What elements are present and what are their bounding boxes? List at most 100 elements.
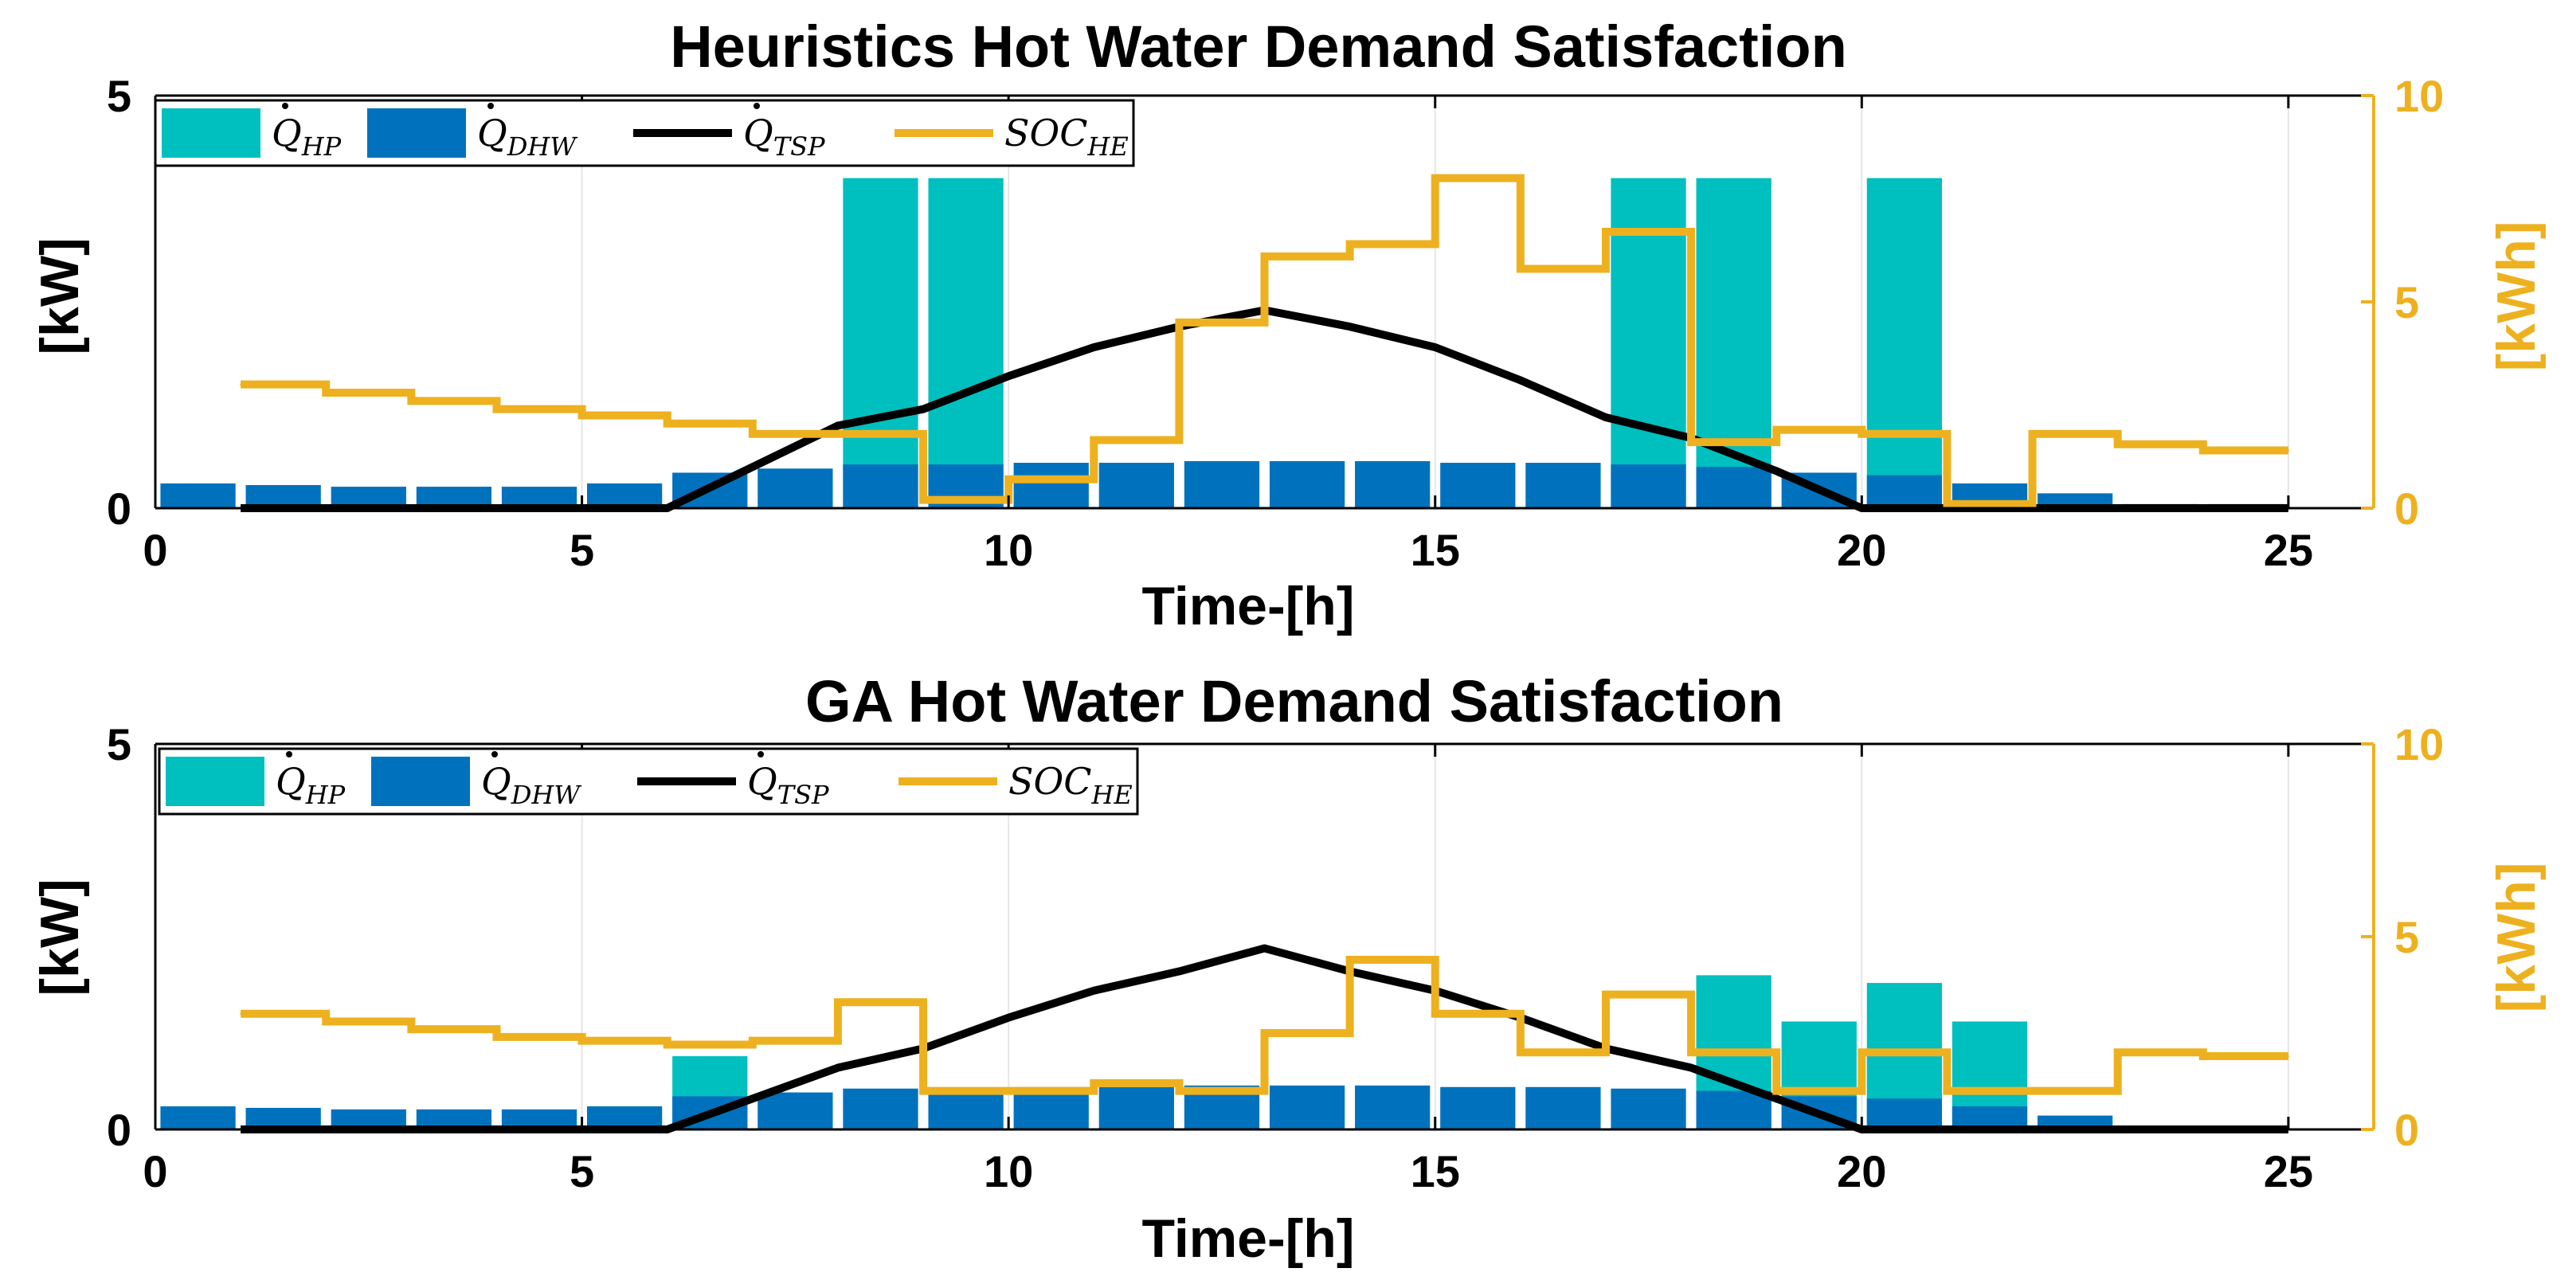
point-q-tsp bbox=[751, 466, 754, 468]
bar-q-dhw bbox=[1013, 463, 1089, 508]
y-tick-label: 0 bbox=[107, 1105, 131, 1155]
bar-q-dhw bbox=[843, 464, 918, 508]
point-soc-he bbox=[1604, 230, 1607, 233]
point-soc-he bbox=[495, 408, 498, 410]
bar-q-dhw bbox=[1355, 1085, 1431, 1129]
bar-q-dhw bbox=[1866, 1098, 1942, 1129]
point-soc-he bbox=[240, 1012, 242, 1015]
y-right-tick-label: 5 bbox=[2394, 912, 2419, 962]
x-tick-label: 15 bbox=[1411, 1146, 1460, 1196]
bar-q-hp bbox=[843, 178, 918, 508]
x-axis-label: Time-[h] bbox=[1142, 576, 1355, 636]
x-tick-label: 5 bbox=[570, 1146, 594, 1196]
y-right-tick-label: 0 bbox=[2394, 483, 2419, 534]
point-soc-he bbox=[1434, 177, 1436, 179]
point-soc-he bbox=[1263, 1032, 1266, 1034]
x-tick-label: 20 bbox=[1837, 525, 1886, 575]
point-q-tsp bbox=[1008, 375, 1010, 378]
point-soc-he bbox=[922, 499, 925, 501]
legend-dot-accent bbox=[758, 751, 764, 757]
bar-q-dhw bbox=[843, 1088, 918, 1129]
y-tick-label: 5 bbox=[107, 71, 131, 121]
legend-dot-accent bbox=[491, 751, 498, 757]
bar-q-dhw bbox=[928, 1088, 1004, 1129]
point-q-tsp bbox=[1349, 326, 1351, 328]
x-tick-label: 10 bbox=[984, 525, 1033, 575]
legend-dot-accent bbox=[487, 103, 494, 109]
point-soc-he bbox=[1093, 439, 1095, 441]
bar-q-dhw bbox=[1184, 460, 1260, 508]
point-soc-he bbox=[2031, 1090, 2034, 1092]
point-soc-he bbox=[922, 1090, 925, 1092]
point-soc-he bbox=[666, 1043, 668, 1046]
point-soc-he bbox=[1178, 1090, 1180, 1092]
bar-q-dhw bbox=[1098, 1086, 1174, 1129]
point-soc-he bbox=[410, 400, 413, 402]
bar-q-dhw bbox=[758, 468, 833, 508]
point-soc-he bbox=[1861, 1051, 1863, 1054]
legend-dot-accent bbox=[754, 103, 760, 109]
bar-q-dhw bbox=[1611, 464, 1686, 508]
y-tick-label: 5 bbox=[107, 719, 131, 769]
y-right-tick-label: 0 bbox=[2394, 1105, 2419, 1155]
point-soc-he bbox=[1946, 503, 1948, 505]
point-soc-he bbox=[1263, 256, 1266, 258]
point-soc-he bbox=[1434, 1012, 1436, 1015]
point-soc-he bbox=[1519, 1051, 1521, 1054]
point-q-tsp bbox=[1093, 346, 1095, 348]
line-soc-he bbox=[241, 174, 2288, 508]
bar-q-hp bbox=[1611, 178, 1686, 508]
point-q-tsp bbox=[1604, 417, 1607, 419]
legend-label-tsp: QTSP bbox=[743, 112, 825, 162]
point-soc-he bbox=[751, 433, 754, 435]
point-q-tsp bbox=[1690, 1067, 1693, 1069]
legend-dot-accent bbox=[286, 751, 292, 757]
point-soc-he bbox=[1861, 433, 1863, 435]
point-soc-he bbox=[2202, 449, 2204, 452]
x-tick-label: 20 bbox=[1837, 1146, 1886, 1196]
bar-q-dhw bbox=[1866, 475, 1942, 508]
bar-q-dhw bbox=[1440, 1086, 1516, 1129]
point-soc-he bbox=[325, 391, 327, 393]
y-tick-label: 0 bbox=[107, 483, 131, 534]
point-soc-he bbox=[1519, 268, 1521, 270]
point-soc-he bbox=[1690, 1051, 1693, 1054]
legend-swatch-hp bbox=[166, 757, 264, 806]
chart-title: Heuristics Hot Water Demand Satisfaction bbox=[670, 14, 1847, 80]
point-q-tsp bbox=[836, 425, 839, 427]
point-soc-he bbox=[495, 1035, 498, 1038]
point-soc-he bbox=[1093, 1082, 1095, 1084]
legend-swatch-hp bbox=[162, 108, 260, 158]
y-right-tick-label: 5 bbox=[2394, 277, 2419, 327]
chart-title: GA Hot Water Demand Satisfaction bbox=[805, 668, 1783, 734]
legend-label-hp: QHP bbox=[272, 112, 342, 162]
x-tick-label: 25 bbox=[2264, 525, 2313, 575]
y-axis-label: [kW] bbox=[29, 879, 90, 996]
x-tick-label: 25 bbox=[2264, 1146, 2313, 1196]
point-soc-he bbox=[1178, 321, 1180, 323]
y-right-tick-label: 10 bbox=[2394, 71, 2444, 121]
point-q-tsp bbox=[751, 1098, 754, 1100]
point-soc-he bbox=[325, 1020, 327, 1023]
point-soc-he bbox=[666, 422, 668, 425]
legend-label-dhw: QDHW bbox=[477, 112, 578, 162]
point-soc-he bbox=[240, 383, 242, 386]
point-q-tsp bbox=[836, 1067, 839, 1069]
point-soc-he bbox=[1349, 243, 1351, 245]
point-soc-he bbox=[2116, 443, 2119, 445]
bar-q-hp bbox=[1866, 178, 1942, 508]
bar-q-dhw bbox=[1696, 1090, 1771, 1129]
point-soc-he bbox=[1008, 1090, 1010, 1092]
point-q-tsp bbox=[1263, 947, 1266, 949]
line-soc-he bbox=[241, 956, 2288, 1095]
x-tick-label: 15 bbox=[1411, 525, 1460, 575]
bar-q-dhw bbox=[1355, 460, 1431, 508]
legend-label-he: SOCHE bbox=[1004, 112, 1129, 162]
y-axis-label: [kW] bbox=[29, 237, 90, 354]
heuristics-chart: Heuristics Hot Water Demand Satisfaction… bbox=[29, 14, 2547, 636]
x-tick-label: 0 bbox=[143, 525, 167, 575]
x-axis-label: Time-[h] bbox=[1142, 1208, 1355, 1269]
point-q-tsp bbox=[1775, 1098, 1778, 1100]
legend-label-tsp: QTSP bbox=[747, 760, 829, 810]
bar-q-dhw bbox=[587, 483, 663, 508]
